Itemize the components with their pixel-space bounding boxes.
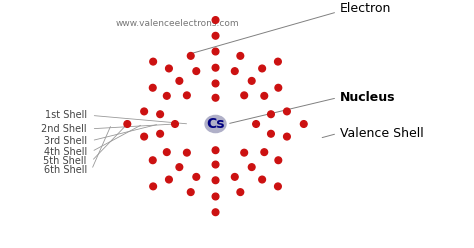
- Circle shape: [212, 64, 219, 71]
- Circle shape: [124, 121, 131, 127]
- Circle shape: [261, 93, 268, 99]
- Circle shape: [231, 68, 238, 74]
- Text: 1st Shell: 1st Shell: [45, 110, 87, 121]
- Text: 2nd Shell: 2nd Shell: [41, 124, 87, 134]
- Circle shape: [193, 174, 200, 180]
- Circle shape: [193, 68, 200, 74]
- Circle shape: [187, 189, 194, 195]
- Circle shape: [268, 130, 274, 137]
- Circle shape: [275, 84, 282, 91]
- Circle shape: [172, 121, 178, 127]
- Ellipse shape: [205, 115, 226, 133]
- Text: 4th Shell: 4th Shell: [44, 147, 87, 157]
- Circle shape: [164, 93, 170, 99]
- Circle shape: [164, 149, 170, 155]
- Circle shape: [248, 78, 255, 84]
- Circle shape: [183, 92, 190, 99]
- Text: Cs: Cs: [206, 117, 225, 131]
- Circle shape: [237, 189, 244, 195]
- Circle shape: [283, 108, 290, 115]
- Circle shape: [212, 94, 219, 101]
- Circle shape: [212, 193, 219, 200]
- Circle shape: [176, 78, 182, 84]
- Circle shape: [176, 164, 182, 170]
- Circle shape: [259, 65, 265, 72]
- Circle shape: [261, 149, 268, 155]
- Circle shape: [212, 32, 219, 39]
- Circle shape: [248, 164, 255, 170]
- Circle shape: [212, 209, 219, 216]
- Circle shape: [212, 80, 219, 87]
- Circle shape: [212, 17, 219, 23]
- Circle shape: [275, 157, 282, 164]
- Text: 6th Shell: 6th Shell: [44, 165, 87, 175]
- Circle shape: [165, 65, 172, 72]
- Circle shape: [274, 183, 281, 190]
- Circle shape: [212, 147, 219, 154]
- Text: www.valenceelectrons.com: www.valenceelectrons.com: [115, 19, 239, 28]
- Circle shape: [241, 92, 247, 99]
- Circle shape: [183, 149, 190, 156]
- Circle shape: [212, 48, 219, 55]
- Text: 3rd Shell: 3rd Shell: [44, 136, 87, 146]
- Circle shape: [212, 177, 219, 184]
- Circle shape: [141, 108, 147, 115]
- Circle shape: [268, 111, 274, 118]
- Circle shape: [241, 149, 247, 156]
- Circle shape: [253, 121, 259, 127]
- Text: Valence Shell: Valence Shell: [339, 127, 423, 140]
- Circle shape: [259, 176, 265, 183]
- Text: Nucleus: Nucleus: [339, 91, 395, 104]
- Circle shape: [301, 121, 307, 127]
- Circle shape: [149, 157, 156, 164]
- Circle shape: [150, 183, 156, 190]
- Circle shape: [212, 161, 219, 168]
- Circle shape: [283, 133, 290, 140]
- Circle shape: [157, 111, 164, 118]
- Text: 5th Shell: 5th Shell: [44, 156, 87, 166]
- Text: Electron: Electron: [339, 2, 391, 15]
- Circle shape: [157, 130, 164, 137]
- Circle shape: [274, 58, 281, 65]
- Circle shape: [237, 53, 244, 59]
- Circle shape: [149, 84, 156, 91]
- Circle shape: [150, 58, 156, 65]
- Circle shape: [231, 174, 238, 180]
- Circle shape: [141, 133, 147, 140]
- Circle shape: [187, 53, 194, 59]
- Circle shape: [165, 176, 172, 183]
